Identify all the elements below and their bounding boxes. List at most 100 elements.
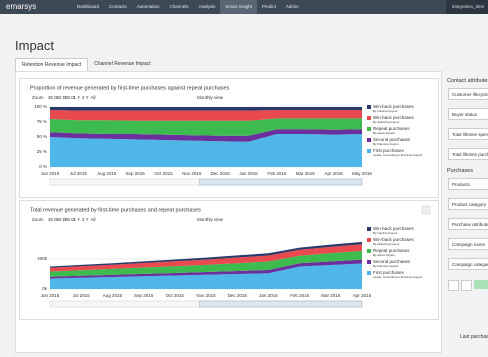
chart: Total revenue generated by first-time pu… — [30, 205, 431, 308]
view-label: Monthly view — [197, 217, 224, 222]
legend-note: By active buyers — [373, 131, 396, 135]
nav-item[interactable]: Channels — [169, 4, 189, 9]
legend-note: Leads, converting to first-time buyers — [373, 153, 423, 157]
filter-item[interactable]: Campaign category — [448, 258, 488, 270]
chart-title: Proportion of revenue generated by first… — [30, 85, 230, 91]
section-heading: Purchases — [447, 168, 473, 174]
nav-item[interactable]: Contacts — [109, 4, 127, 9]
x-tick-label: Sep 2015 — [134, 293, 154, 298]
area — [50, 107, 362, 111]
zoom-label: Zoom — [32, 217, 44, 222]
refresh-button[interactable] — [461, 280, 472, 291]
save-button[interactable] — [448, 280, 459, 291]
legend-label: Win-back purchases — [373, 104, 415, 109]
legend-note: By first-time buyers — [373, 264, 399, 268]
nav-item[interactable]: Automation — [136, 4, 160, 9]
legend-label: Repeat purchases — [373, 248, 410, 253]
legend-label: Win-back purchases — [373, 226, 415, 231]
tabs: Retention Revenue Impact Channel Revenue … — [15, 58, 157, 72]
zoom-button[interactable]: 2 Y — [82, 217, 89, 222]
legend-swatch — [367, 105, 371, 109]
filter-item[interactable]: Buyer status — [448, 108, 488, 120]
zoom-button[interactable]: 1 Y — [74, 95, 81, 100]
area — [50, 259, 362, 279]
nav-item[interactable]: Dashboard — [77, 4, 100, 9]
brand: emarsys — [6, 2, 37, 11]
x-tick-label: Mar 2016 — [321, 293, 341, 298]
legend-swatch — [367, 227, 371, 231]
zoom-button[interactable]: 30 D — [48, 95, 58, 100]
zoom-button[interactable]: 90 D — [65, 95, 75, 100]
download-button[interactable] — [421, 205, 431, 215]
area — [50, 244, 362, 272]
page-title: Impact — [15, 38, 55, 53]
user-menu[interactable]: integration_dem — [446, 0, 488, 14]
navigator-range — [199, 300, 363, 308]
x-tick-label: Feb 2016 — [267, 171, 287, 176]
chart: Proportion of revenue generated by first… — [30, 85, 423, 186]
nav-item[interactable]: Predict — [261, 4, 276, 9]
x-tick-label: Oct 2015 — [154, 171, 173, 176]
y-tick-label: 50 % — [37, 134, 47, 139]
nav-items: Dashboard Contacts Automation Channels Analy… — [72, 0, 304, 14]
x-tick-label: Jan 2016 — [259, 293, 278, 298]
legend-label: Repeat purchases — [373, 126, 410, 131]
filter-item[interactable]: Campaign name — [448, 238, 488, 250]
sidebar: Contact attributes Customer lifecycle Buye… — [444, 74, 488, 357]
x-tick-label: Dec 2015 — [211, 171, 231, 176]
x-tick-label: Sep 2015 — [125, 171, 145, 176]
legend-note: By inactive buyers — [373, 231, 398, 235]
x-tick-label: Dec 2015 — [228, 293, 248, 298]
zoom-button[interactable]: 60 D — [57, 217, 67, 222]
tab[interactable]: Retention Revenue Impact — [15, 58, 89, 72]
zoom-button[interactable]: 90 D — [65, 217, 75, 222]
legend-label: First purchases — [373, 148, 405, 153]
legend-label: Win-back purchases — [373, 115, 415, 120]
zoom-button[interactable]: All — [91, 217, 96, 222]
x-tick-label: Apr 2016 — [353, 293, 372, 298]
x-tick-label: Jun 2015 — [41, 293, 60, 298]
y-tick-label: 0k — [42, 286, 48, 291]
zoom-button[interactable]: 30 D — [48, 217, 58, 222]
apply-button[interactable] — [474, 280, 488, 289]
x-tick-label: Aug 2015 — [97, 171, 117, 176]
filter-item[interactable]: Customer lifecycle — [448, 88, 488, 100]
footer-label: Last purchase — [460, 334, 488, 340]
legend-note: By first-time buyers — [373, 142, 399, 146]
section-heading: Contact attributes — [447, 78, 488, 84]
zoom-button[interactable]: 2 Y — [82, 95, 89, 100]
legend-swatch — [367, 127, 371, 131]
nav-item[interactable]: Smart Insight — [220, 0, 257, 14]
filter-item[interactable]: Purchase attributes — [448, 218, 488, 230]
area — [50, 250, 362, 277]
x-tick-label: Jun 2015 — [41, 171, 60, 176]
y-tick-label: 25 % — [37, 149, 47, 154]
area — [50, 134, 362, 167]
legend-swatch — [367, 149, 371, 153]
y-tick-label: 0 % — [39, 164, 47, 169]
nav-item[interactable]: Admin — [285, 4, 299, 9]
x-tick-label: Jul 2015 — [73, 293, 91, 298]
nav-bar: emarsys Dashboard Contacts Automation Chann… — [0, 0, 488, 14]
legend-label: Second purchases — [373, 137, 411, 142]
x-tick-label: Oct 2015 — [166, 293, 185, 298]
filter-item[interactable]: Total lifetime purchases — [448, 148, 488, 160]
x-tick-label: Nov 2015 — [182, 171, 202, 176]
nav-item[interactable]: Analysis — [198, 4, 216, 9]
view-label: Monthly view — [197, 95, 224, 100]
zoom-button[interactable]: 60 D — [57, 95, 67, 100]
y-tick-label: 75 % — [37, 119, 47, 124]
zoom-button[interactable]: 1 Y — [74, 217, 81, 222]
x-tick-label: Aug 2015 — [103, 293, 123, 298]
filter-item[interactable]: Total lifetime spend — [448, 128, 488, 140]
filter-item[interactable]: Product category — [448, 198, 488, 210]
x-tick-label: Apr 2016 — [325, 171, 344, 176]
area — [50, 241, 362, 268]
legend-swatch — [367, 271, 371, 275]
zoom-button[interactable]: All — [91, 95, 96, 100]
filter-item[interactable]: Products — [448, 178, 488, 190]
legend-note: By active buyers — [373, 253, 396, 257]
tab[interactable]: Channel Revenue Impact — [94, 61, 151, 67]
legend-note: Leads, converting to first-time buyers — [373, 275, 423, 279]
y-tick-label: 200k — [37, 256, 48, 261]
